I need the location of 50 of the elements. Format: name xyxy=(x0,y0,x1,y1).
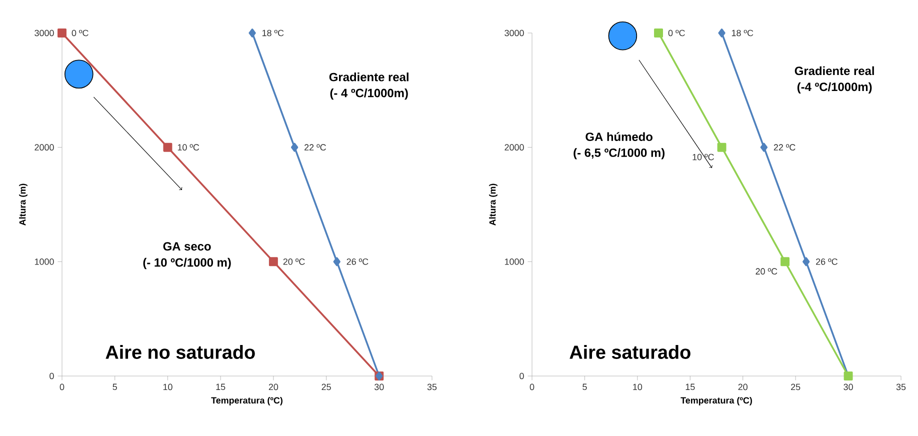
x-tick-label: 5 xyxy=(582,384,587,390)
annotation: 18 ºC xyxy=(732,30,754,36)
x-tick-label: 10 xyxy=(163,384,172,390)
x-tick-label: 0 xyxy=(60,384,64,390)
x-tick-label: 10 xyxy=(633,384,642,390)
annotation: Gradiente real xyxy=(794,66,874,76)
annotation: 22 ºC xyxy=(774,144,796,151)
x-tick-label: 25 xyxy=(791,384,800,390)
annotation: Aire saturado xyxy=(570,345,690,359)
annotation: 18 ºC xyxy=(262,30,284,36)
x-tick-label: 35 xyxy=(427,384,437,390)
x-tick-label: 25 xyxy=(322,384,331,390)
annotation: GA húmedo xyxy=(586,132,652,142)
x-tick-label: 0 xyxy=(530,384,534,390)
annotation: 20 ºC xyxy=(283,258,305,265)
x-tick-label: 20 xyxy=(268,384,278,390)
x-tick-label: 15 xyxy=(686,384,695,390)
x-axis-title: Temperatura (ºC) xyxy=(680,396,752,406)
y-tick-label: 0 xyxy=(50,372,54,380)
x-tick-label: 15 xyxy=(216,384,226,390)
annotation: 22 ºC xyxy=(304,144,326,151)
y-tick-label: 2000 xyxy=(34,144,54,151)
annotation: (- 4 ºC/1000m) xyxy=(330,88,408,100)
y-tick-label: 3000 xyxy=(504,30,524,36)
x-tick-label: 5 xyxy=(112,384,117,390)
annotation: (- 10 ºC/1000 m) xyxy=(143,258,231,270)
y-tick-label: 2000 xyxy=(504,144,524,151)
annotation: (-4 ºC/1000m) xyxy=(797,82,872,94)
x-tick-label: 30 xyxy=(374,384,384,390)
y-axis-title: Altura (m) xyxy=(19,184,28,226)
annotation: 26 ºC xyxy=(816,258,838,265)
annotation: 10 ºC xyxy=(178,144,200,151)
y-tick-label: 0 xyxy=(520,372,524,380)
annotation: 0 ºC xyxy=(72,30,88,36)
x-tick-label: 35 xyxy=(896,384,906,390)
annotation: Aire no saturado xyxy=(106,345,255,359)
annotation: 26 ºC xyxy=(346,258,368,265)
annotation: (- 6,5 ºC/1000 m) xyxy=(574,148,665,160)
x-tick-label: 20 xyxy=(738,384,748,390)
annotation: Gradiente real xyxy=(329,72,408,82)
y-axis-title: Altura (m) xyxy=(489,184,498,226)
y-tick-label: 1000 xyxy=(504,258,524,265)
annotation: GA seco xyxy=(163,242,211,251)
y-tick-label: 1000 xyxy=(34,258,54,265)
annotation: 20 ºC xyxy=(756,268,778,275)
y-tick-label: 3000 xyxy=(34,30,54,36)
x-tick-label: 30 xyxy=(844,384,853,390)
annotation: 0 ºC xyxy=(668,30,685,36)
x-axis-title: Temperatura (ºC) xyxy=(211,396,282,406)
annotation: 10 ºC xyxy=(692,154,714,160)
